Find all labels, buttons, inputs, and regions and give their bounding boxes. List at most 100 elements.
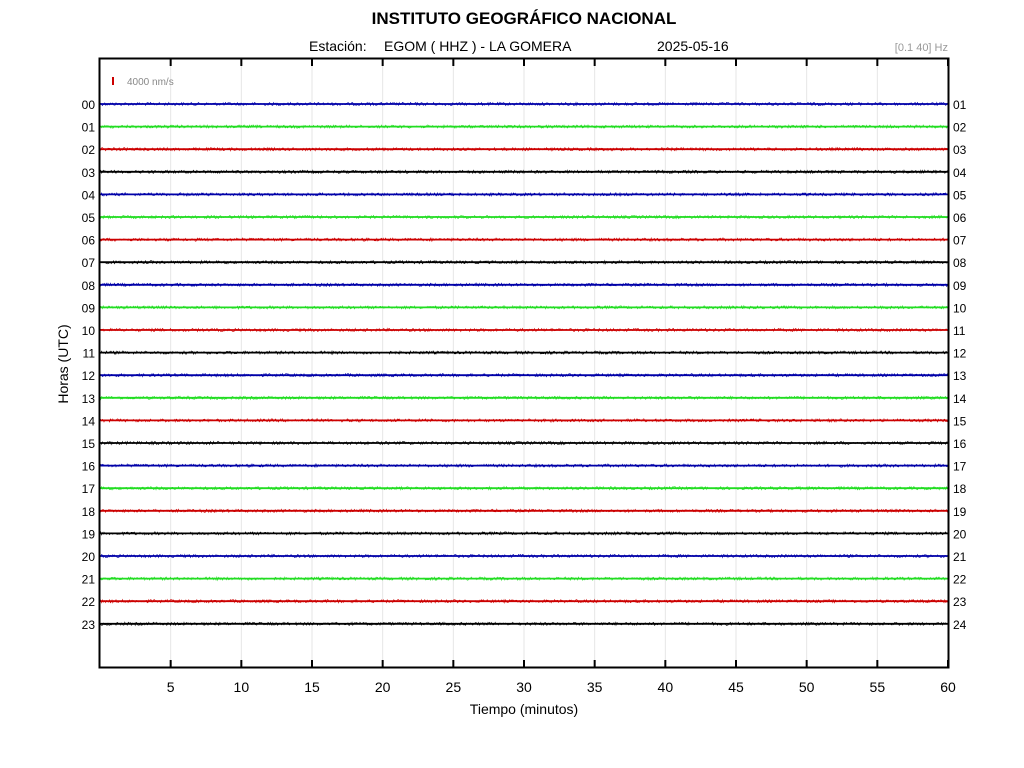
hour-label-right: 22 (953, 573, 967, 587)
x-axis-label: Tiempo (minutos) (470, 701, 578, 717)
hour-label-left: 15 (82, 437, 96, 451)
hour-label-left: 20 (82, 550, 96, 564)
trace-hour-23 (99, 621, 949, 627)
hour-label-right: 17 (953, 460, 967, 474)
x-tick-label: 60 (940, 679, 956, 695)
trace-hour-04 (99, 191, 949, 198)
hour-label-left: 08 (82, 279, 96, 293)
hour-label-right: 13 (953, 369, 967, 383)
x-tick-label: 40 (658, 679, 674, 695)
trace-group (99, 101, 949, 627)
hour-label-right: 11 (953, 324, 966, 338)
hour-label-right: 14 (953, 392, 967, 406)
right-hour-labels: 01 02 03 04 05 06 07 08 09 10 11 12 13 14 15 16 17 18 19 20… (953, 98, 967, 632)
station-label: Estación: (309, 38, 367, 54)
hour-label-right: 07 (953, 234, 967, 248)
x-tick-label: 50 (799, 679, 815, 695)
x-tick-label: 30 (516, 679, 532, 695)
left-hour-labels: 00 01 02 03 04 05 06 07 08 09 10 11 12 13 14 15 16 17 18 19… (82, 98, 96, 632)
x-tick-label: 20 (375, 679, 391, 695)
hour-label-left: 11 (83, 347, 96, 361)
trace-hour-14 (99, 417, 949, 423)
trace-hour-05 (99, 214, 949, 220)
hour-label-right: 08 (953, 256, 967, 270)
trace-hour-11 (99, 349, 949, 356)
hour-label-right: 15 (953, 414, 967, 428)
hour-label-left: 17 (82, 482, 96, 496)
hour-label-left: 05 (82, 211, 96, 225)
hour-label-left: 19 (82, 527, 96, 541)
date-label: 2025-05-16 (657, 38, 729, 54)
trace-hour-18 (99, 508, 949, 514)
hour-label-right: 06 (953, 211, 967, 225)
hour-label-left: 23 (82, 618, 96, 632)
hour-label-right: 10 (953, 301, 967, 315)
hour-label-right: 02 (953, 121, 967, 135)
hour-label-left: 13 (82, 392, 96, 406)
hour-label-left: 02 (82, 143, 96, 157)
hour-label-left: 16 (82, 460, 96, 474)
filter-band-label: [0.1 40] Hz (894, 42, 948, 54)
trace-hour-02 (99, 146, 949, 152)
trace-hour-03 (99, 169, 949, 175)
hour-label-left: 22 (82, 595, 96, 609)
x-tick-label: 15 (304, 679, 320, 695)
hour-label-right: 21 (953, 550, 967, 564)
trace-hour-10 (99, 327, 949, 333)
hour-label-left: 21 (82, 573, 96, 587)
x-tick-label: 5 (167, 679, 175, 695)
trace-hour-08 (99, 282, 949, 288)
trace-hour-01 (99, 123, 949, 130)
hour-label-right: 12 (953, 347, 967, 361)
hour-label-right: 23 (953, 595, 967, 609)
hour-label-left: 07 (82, 256, 96, 270)
trace-hour-09 (99, 304, 949, 311)
hour-label-right: 09 (953, 279, 967, 293)
page-title: INSTITUTO GEOGRÁFICO NACIONAL (371, 9, 677, 28)
hour-label-right: 24 (953, 618, 967, 632)
trace-hour-20 (99, 553, 949, 559)
trace-hour-07 (99, 259, 949, 265)
hour-label-right: 19 (953, 505, 967, 519)
trace-hour-21 (99, 575, 949, 582)
hour-label-left: 01 (82, 121, 96, 135)
trace-hour-13 (99, 395, 949, 401)
trace-hour-19 (99, 530, 949, 537)
x-tick-label: 55 (870, 679, 886, 695)
hour-label-left: 06 (82, 234, 96, 248)
trace-hour-22 (99, 598, 949, 604)
hour-label-right: 16 (953, 437, 967, 451)
x-tick-label: 25 (446, 679, 462, 695)
hour-label-left: 18 (82, 505, 96, 519)
hour-label-right: 18 (953, 482, 967, 496)
hour-label-right: 05 (953, 188, 967, 202)
trace-hour-16 (99, 462, 949, 469)
hour-label-right: 20 (953, 527, 967, 541)
x-tick-label: 45 (728, 679, 744, 695)
y-axis-label: Horas (UTC) (55, 324, 71, 403)
hour-label-left: 04 (82, 188, 96, 202)
scale-bar (112, 77, 114, 85)
trace-hour-06 (99, 236, 949, 243)
scale-label: 4000 nm/s (127, 77, 174, 88)
plot-frame (98, 57, 950, 669)
hour-label-right: 01 (953, 98, 967, 112)
grid-lines (170, 59, 878, 667)
x-tick-label: 35 (587, 679, 603, 695)
x-axis-ticks: 5 10 15 20 25 30 35 40 45 50 55 60 (167, 59, 956, 695)
hour-label-left: 09 (82, 301, 96, 315)
hour-label-left: 14 (82, 414, 96, 428)
x-tick-label: 10 (234, 679, 250, 695)
hour-label-left: 03 (82, 166, 96, 180)
station-name: EGOM ( HHZ ) - LA GOMERA (384, 38, 572, 54)
hour-label-right: 04 (953, 166, 967, 180)
hour-label-left: 12 (82, 369, 96, 383)
trace-hour-12 (99, 372, 949, 378)
hour-label-right: 03 (953, 143, 967, 157)
hour-label-left: 00 (82, 98, 96, 112)
hour-label-left: 10 (82, 324, 96, 338)
trace-hour-17 (99, 485, 949, 491)
trace-hour-15 (99, 440, 949, 446)
trace-hour-00 (99, 101, 949, 107)
